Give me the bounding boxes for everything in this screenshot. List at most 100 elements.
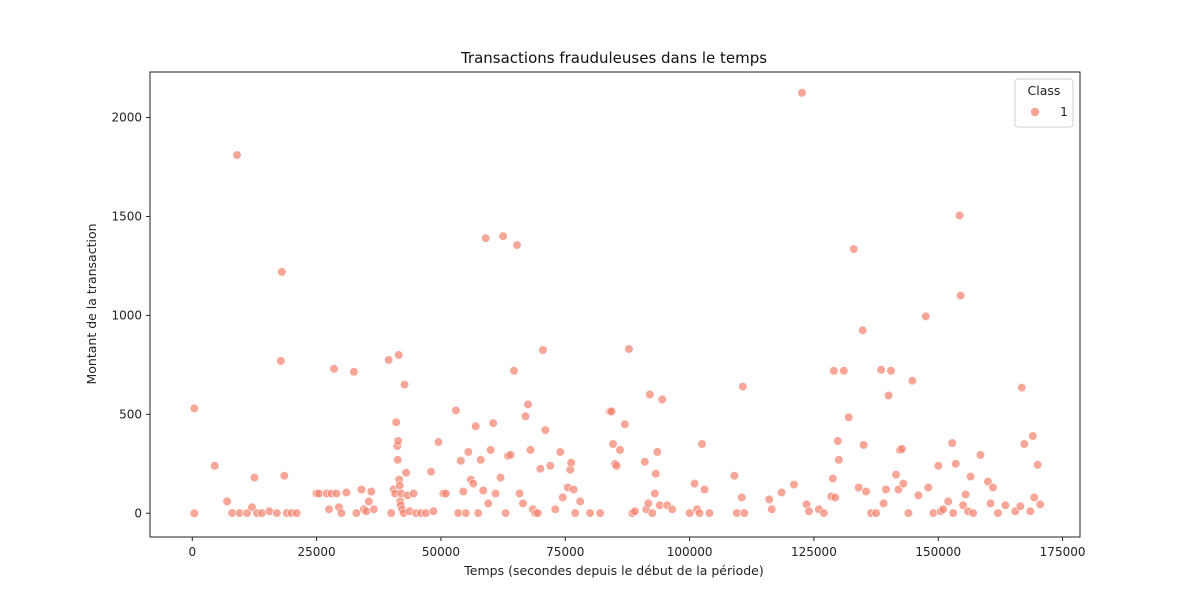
data-point: [643, 498, 653, 509]
data-point: [921, 311, 931, 322]
data-point: [704, 508, 715, 518]
data-point: [893, 484, 904, 495]
data-point: [232, 150, 242, 160]
data-point: [545, 461, 555, 471]
data-point: [913, 490, 924, 501]
data-point: [555, 447, 565, 457]
data-point: [624, 344, 634, 354]
data-point: [958, 500, 968, 510]
data-point: [699, 484, 710, 495]
data-point: [834, 455, 844, 465]
data-point: [859, 440, 869, 450]
data-point: [1025, 506, 1035, 516]
data-point: [509, 366, 519, 376]
y-tick-label: 1500: [111, 209, 142, 223]
data-point: [463, 447, 473, 457]
data-point: [983, 477, 993, 487]
data-point: [739, 508, 749, 518]
data-point: [854, 482, 864, 493]
data-point: [595, 508, 605, 518]
data-point: [249, 473, 259, 483]
data-point: [951, 459, 961, 469]
data-point: [393, 455, 403, 465]
data-point: [878, 498, 889, 509]
data-point: [1017, 383, 1027, 393]
data-point: [428, 506, 439, 516]
data-point: [1000, 500, 1011, 510]
legend-marker: [1030, 107, 1040, 117]
data-point: [948, 508, 958, 518]
data-point: [491, 488, 501, 499]
legend-entry-label: 1: [1060, 104, 1068, 119]
data-point: [938, 504, 948, 514]
x-axis-label: Temps (secondes depuis le début de la pé…: [463, 563, 763, 578]
data-point: [1028, 431, 1038, 441]
data-point: [694, 508, 705, 518]
data-point: [351, 508, 362, 518]
data-point: [697, 439, 707, 449]
data-point: [525, 445, 536, 455]
data-point: [391, 417, 401, 427]
data-point: [871, 508, 881, 518]
data-point: [737, 492, 747, 503]
data-point: [349, 367, 359, 377]
data-point: [486, 445, 496, 455]
x-axis-ticks: 0 25000 50000 75000 100000 125000 150000 175000: [188, 537, 1085, 559]
data-point: [844, 412, 854, 422]
data-point: [461, 508, 471, 518]
y-tick-label: 500: [119, 407, 142, 421]
data-point: [630, 506, 640, 516]
data-point: [210, 461, 220, 471]
data-point: [1015, 501, 1025, 511]
data-point: [276, 356, 286, 366]
data-point: [684, 508, 695, 518]
data-point: [329, 364, 339, 374]
data-point: [645, 389, 655, 400]
data-point: [819, 508, 829, 518]
data-point: [538, 345, 548, 355]
x-tick-label: 125000: [791, 545, 837, 559]
data-point: [456, 456, 466, 466]
data-point: [839, 366, 849, 376]
data-point: [400, 380, 410, 390]
x-tick-label: 0: [188, 545, 196, 559]
data-point: [611, 461, 622, 471]
data-point: [947, 438, 957, 448]
data-point: [615, 445, 625, 455]
data-point: [650, 488, 660, 499]
plot-area-frame: [149, 71, 1081, 538]
x-tick-label: 175000: [1040, 545, 1086, 559]
y-tick-label: 0: [134, 506, 142, 520]
data-point: [468, 479, 478, 489]
data-point: [369, 504, 379, 514]
data-point: [277, 267, 287, 277]
data-point: [965, 472, 976, 482]
data-point: [858, 325, 868, 335]
data-point: [1019, 439, 1029, 449]
data-point: [272, 508, 282, 518]
data-point: [907, 376, 918, 386]
data-point: [993, 508, 1003, 518]
data-point: [242, 508, 252, 518]
data-point: [409, 488, 419, 499]
data-point: [652, 447, 662, 457]
data-point: [558, 492, 568, 503]
data-point: [606, 406, 617, 417]
data-point: [471, 421, 481, 431]
legend-title: Class: [1028, 83, 1061, 98]
data-point: [189, 403, 199, 414]
data-point: [341, 487, 352, 498]
data-point: [441, 488, 451, 499]
data-point: [1029, 492, 1039, 503]
legend-box: [1014, 78, 1074, 128]
x-tick-label: 25000: [298, 545, 336, 559]
data-point: [620, 419, 630, 429]
data-point: [324, 504, 334, 514]
y-tick-label: 1000: [111, 308, 142, 322]
data-point: [849, 244, 859, 254]
data-point: [585, 508, 595, 518]
data-point: [943, 496, 953, 507]
legend: Class 1: [1014, 78, 1074, 128]
data-point: [789, 480, 799, 490]
data-point: [729, 471, 740, 481]
